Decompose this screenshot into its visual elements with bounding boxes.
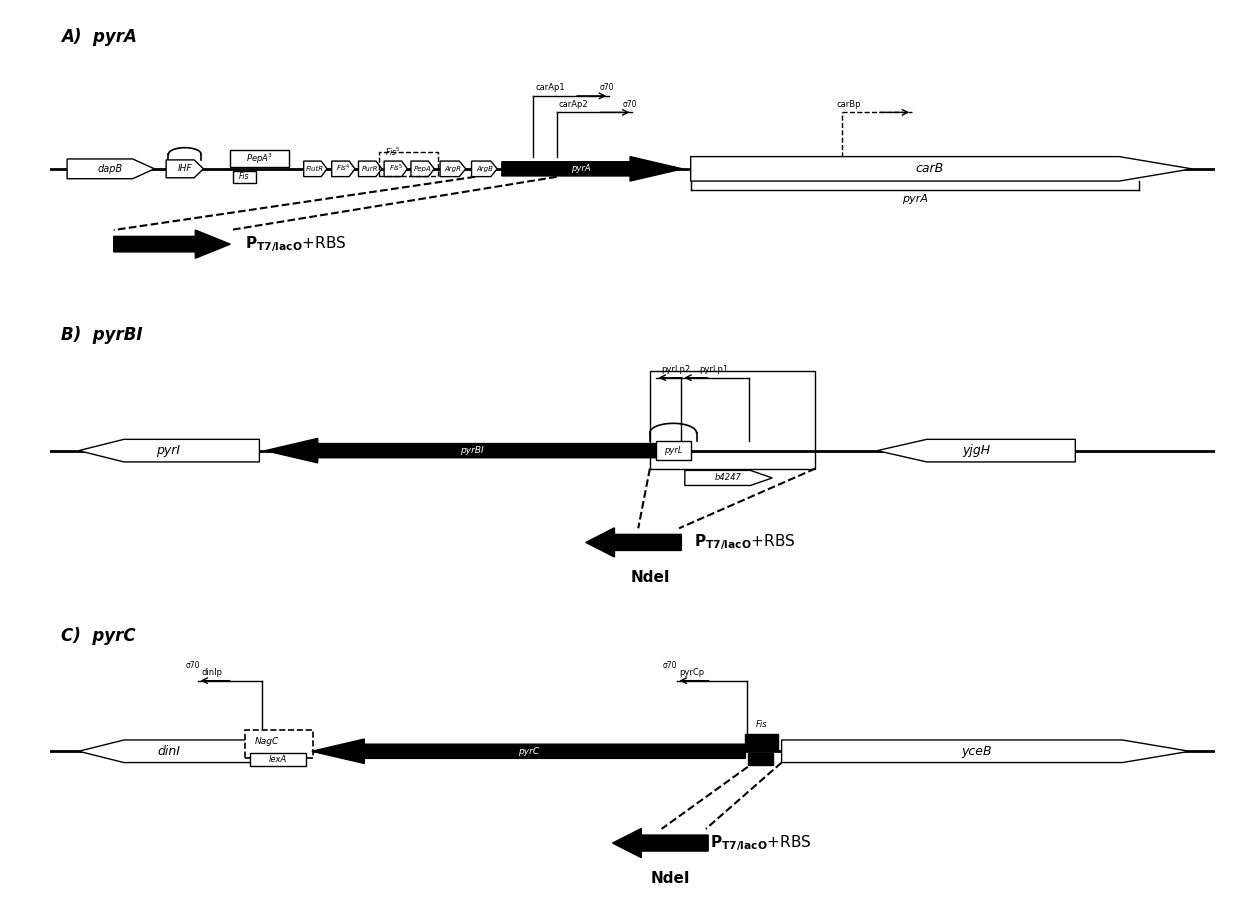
Text: ArgR: ArgR — [444, 166, 461, 172]
Polygon shape — [304, 161, 327, 177]
Polygon shape — [265, 438, 656, 463]
Text: pyrA: pyrA — [570, 164, 590, 173]
Text: yjgH: yjgH — [962, 445, 991, 457]
Text: ArgB: ArgB — [476, 166, 492, 172]
Text: PepA: PepA — [414, 166, 432, 172]
Polygon shape — [79, 439, 259, 462]
Text: Fis$^4$: Fis$^4$ — [336, 163, 351, 175]
Text: lexA: lexA — [269, 755, 288, 764]
Polygon shape — [781, 740, 1189, 763]
Text: pyrA: pyrA — [901, 194, 928, 204]
Text: pyrLp1: pyrLp1 — [699, 365, 728, 374]
Text: pyrL: pyrL — [663, 446, 682, 456]
Text: pyrI: pyrI — [156, 445, 181, 457]
Polygon shape — [312, 739, 745, 763]
Text: carBp: carBp — [837, 100, 861, 108]
Text: IHF: IHF — [177, 164, 192, 173]
Bar — [246, 730, 312, 758]
Bar — [233, 171, 255, 183]
Polygon shape — [67, 159, 155, 179]
Polygon shape — [114, 230, 231, 259]
Text: PurR: PurR — [362, 166, 378, 172]
Text: pyrCp: pyrCp — [680, 668, 704, 677]
Text: carB: carB — [915, 162, 944, 175]
Text: dinIp: dinIp — [201, 668, 222, 677]
Text: pyrBI: pyrBI — [460, 446, 484, 456]
Text: σ70: σ70 — [186, 661, 201, 670]
Polygon shape — [613, 828, 708, 857]
Text: b4247: b4247 — [714, 474, 742, 483]
Text: PepA$^3$: PepA$^3$ — [246, 151, 273, 166]
Text: FlutR: FlutR — [306, 166, 325, 172]
Bar — [650, 371, 816, 468]
Text: NagC: NagC — [254, 737, 279, 746]
Text: pyrC: pyrC — [518, 747, 539, 756]
Bar — [745, 733, 779, 750]
Text: carAp2: carAp2 — [559, 100, 589, 108]
Polygon shape — [79, 740, 259, 763]
Polygon shape — [331, 161, 355, 177]
Text: σ70: σ70 — [662, 661, 677, 670]
Bar — [379, 152, 438, 177]
Text: σ70: σ70 — [622, 100, 637, 108]
Polygon shape — [585, 527, 681, 557]
Polygon shape — [877, 439, 1075, 462]
Polygon shape — [502, 157, 682, 181]
Text: C)  pyrC: C) pyrC — [61, 627, 136, 645]
Bar — [250, 753, 306, 766]
Bar — [748, 753, 774, 765]
Text: pyrLp2: pyrLp2 — [662, 365, 691, 374]
Text: B)  pyrBI: B) pyrBI — [61, 326, 143, 344]
Text: dinI: dinI — [157, 745, 180, 758]
Text: yceB: yceB — [961, 745, 992, 758]
Polygon shape — [684, 470, 773, 486]
Text: NdeI: NdeI — [651, 871, 691, 885]
Text: carAp1: carAp1 — [536, 84, 565, 92]
Text: A)  pyrA: A) pyrA — [61, 27, 138, 46]
Bar — [656, 441, 691, 460]
Text: σ70: σ70 — [599, 84, 614, 92]
Text: $\mathbf{P_{T7/lacO}}$+RBS: $\mathbf{P_{T7/lacO}}$+RBS — [694, 532, 796, 552]
Polygon shape — [440, 161, 466, 177]
Text: NdeI: NdeI — [630, 570, 670, 585]
Text: Fis$^5$: Fis$^5$ — [388, 163, 403, 175]
Polygon shape — [691, 157, 1192, 181]
Text: $\mathbf{P_{T7/lacO}}$+RBS: $\mathbf{P_{T7/lacO}}$+RBS — [246, 234, 347, 254]
Polygon shape — [384, 161, 408, 177]
Polygon shape — [471, 161, 497, 177]
Text: $\mathbf{P_{T7/lacO}}$+RBS: $\mathbf{P_{T7/lacO}}$+RBS — [711, 833, 812, 853]
Polygon shape — [358, 161, 382, 177]
Text: Fis: Fis — [239, 172, 249, 181]
Polygon shape — [410, 161, 434, 177]
Text: dapB: dapB — [98, 164, 123, 174]
Polygon shape — [166, 160, 203, 178]
Text: Fis: Fis — [756, 721, 768, 730]
Text: Fis$^5$: Fis$^5$ — [386, 146, 401, 159]
Bar — [231, 150, 289, 167]
